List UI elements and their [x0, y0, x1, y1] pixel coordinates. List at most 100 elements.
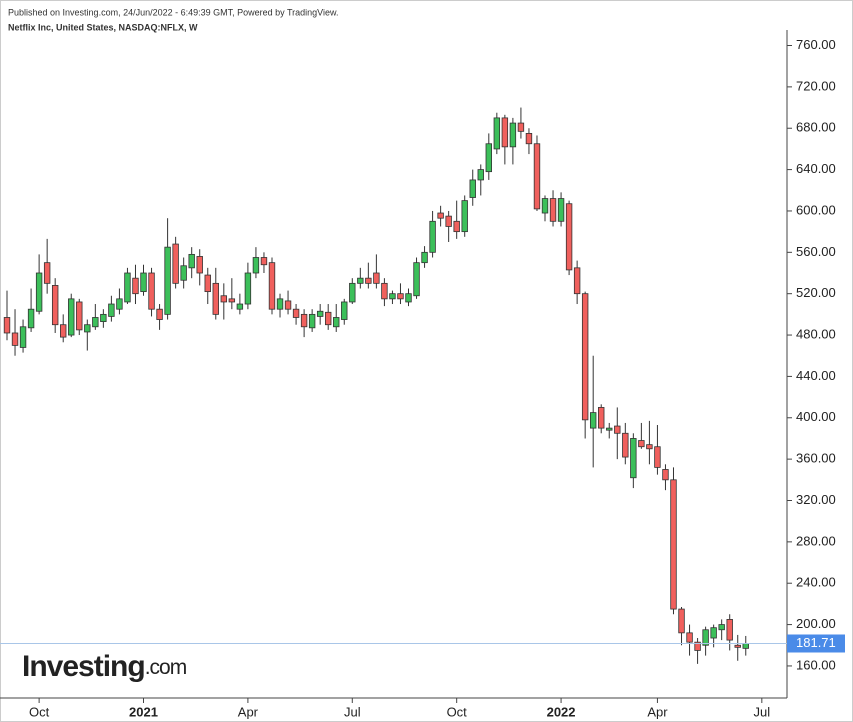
- candle-body: [43, 262, 51, 284]
- candle-body: [212, 282, 219, 315]
- x-tick-label: 2022: [547, 704, 576, 719]
- candle-body: [92, 317, 99, 328]
- candle-body: [84, 324, 91, 333]
- y-tick-label: 400.00: [796, 409, 836, 424]
- candle-body: [196, 256, 203, 274]
- candle-body: [678, 608, 685, 634]
- candle-body: [156, 308, 163, 320]
- candle-body: [124, 272, 131, 303]
- candle-body: [397, 293, 404, 300]
- candle-body: [100, 313, 107, 323]
- candle-body: [333, 317, 340, 328]
- candle-body: [60, 324, 67, 338]
- y-tick-label: 480.00: [796, 326, 836, 341]
- candle-body: [606, 427, 613, 431]
- candle-body: [308, 313, 316, 329]
- candle-body: [3, 317, 11, 334]
- candle-body: [670, 479, 677, 610]
- candle-body: [702, 629, 709, 646]
- candle-body: [341, 301, 348, 320]
- candle-body: [365, 277, 372, 284]
- y-tick-label: 200.00: [796, 616, 836, 631]
- candle-body: [453, 220, 460, 233]
- instrument-title: Netflix Inc, United States, NASDAQ:NFLX,…: [8, 22, 198, 32]
- candle-body: [164, 246, 171, 315]
- candle-body: [108, 303, 115, 317]
- candle-body: [27, 308, 35, 329]
- logo-main: Investing: [22, 650, 145, 683]
- candle-body: [276, 298, 284, 310]
- candle-body: [654, 446, 661, 468]
- candle-body: [694, 641, 701, 651]
- candle-body: [11, 332, 19, 346]
- candle-body: [493, 117, 501, 150]
- candle-body: [148, 272, 155, 310]
- y-tick-label: 680.00: [796, 120, 836, 135]
- candle-body: [549, 198, 557, 222]
- y-tick-label: 440.00: [796, 368, 836, 383]
- x-tick-label: 2021: [129, 704, 158, 719]
- candle-body: [710, 627, 717, 639]
- candle-body: [220, 295, 228, 303]
- candle-body: [614, 425, 621, 434]
- candle-body: [726, 619, 733, 641]
- current-price-label: 181.71: [796, 635, 836, 650]
- logo: Investing.com: [22, 650, 187, 683]
- candle-body: [381, 282, 388, 300]
- candle-body: [116, 298, 123, 310]
- candle-body: [252, 257, 260, 274]
- candle-body: [413, 262, 420, 297]
- candle-body: [204, 274, 211, 293]
- candle-body: [445, 215, 452, 227]
- x-tick-label: Jul: [344, 704, 361, 719]
- candle-body: [581, 293, 589, 421]
- x-tick-label: Oct: [29, 704, 50, 719]
- candle-body: [477, 169, 484, 181]
- candle-body: [630, 438, 637, 479]
- candle-body: [589, 412, 597, 429]
- y-tick-label: 320.00: [796, 492, 836, 507]
- candle-body: [35, 272, 43, 312]
- candle-body: [292, 308, 300, 318]
- candle-body: [76, 301, 83, 331]
- x-tick-label: Oct: [447, 704, 468, 719]
- candle-body: [421, 251, 428, 264]
- candle-body: [357, 277, 364, 284]
- candle-body: [324, 311, 332, 326]
- candle-body: [622, 432, 629, 458]
- x-tick-label: Apr: [238, 704, 259, 719]
- y-tick-label: 720.00: [796, 78, 836, 93]
- candle-body: [565, 203, 573, 271]
- y-tick-label: 280.00: [796, 533, 836, 548]
- candle-body: [686, 632, 693, 643]
- candle-body: [349, 282, 356, 303]
- candle-body: [485, 143, 492, 173]
- candle-body: [132, 277, 139, 295]
- y-tick-label: 760.00: [796, 37, 836, 52]
- candle-body: [718, 624, 725, 631]
- candle-body: [188, 253, 195, 269]
- candle-body: [405, 293, 412, 303]
- candle-body: [437, 212, 444, 219]
- candle-body: [662, 469, 669, 481]
- candle-body: [638, 440, 645, 448]
- candle-body: [557, 198, 565, 222]
- candle-body: [244, 272, 252, 305]
- candle-body: [734, 644, 741, 648]
- x-tick-label: Apr: [647, 704, 668, 719]
- published-note: Published on Investing.com, 24/Jun/2022 …: [8, 7, 339, 17]
- candle-body: [501, 117, 509, 148]
- candle-body: [300, 313, 308, 328]
- candle-body: [573, 267, 581, 295]
- candle-body: [51, 285, 59, 326]
- candle-body: [469, 179, 476, 198]
- y-tick-label: 360.00: [796, 451, 836, 466]
- candle-body: [598, 407, 605, 429]
- candle-body: [180, 265, 187, 281]
- candle-body: [742, 643, 749, 649]
- candle-body: [525, 133, 533, 145]
- candle-body: [517, 122, 525, 132]
- candle-body: [461, 200, 468, 233]
